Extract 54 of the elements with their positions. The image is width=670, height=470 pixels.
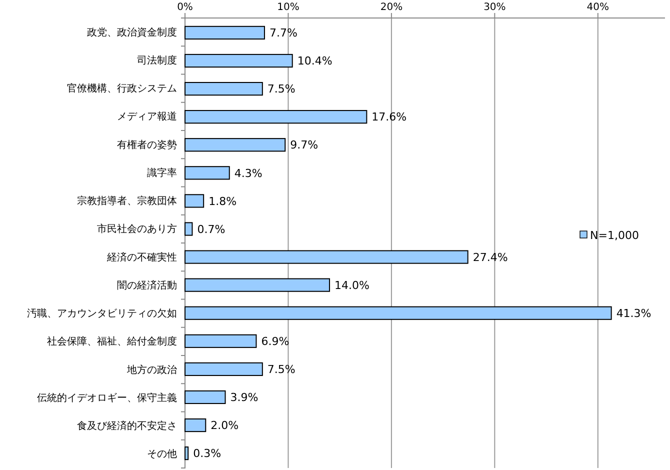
legend-label: N=1,000 <box>590 228 639 242</box>
bar <box>184 278 330 292</box>
bar <box>184 110 368 124</box>
bar <box>184 250 468 264</box>
y-tick-label: 有権者の姿勢 <box>117 138 177 151</box>
bar <box>184 446 189 460</box>
bar <box>184 138 286 152</box>
bar <box>184 418 206 432</box>
data-label: 0.3% <box>193 447 222 460</box>
y-tick-label: 宗教指導者、宗教団体 <box>77 195 177 208</box>
x-tick-label: 30% <box>484 2 506 13</box>
x-tick-label: 0% <box>177 2 193 13</box>
data-label: 7.5% <box>267 363 296 376</box>
x-tick-label: 40% <box>586 2 610 13</box>
data-label: 10.4% <box>297 54 332 68</box>
bar <box>184 166 230 180</box>
y-tick-label: 食及び経済的不安定さ <box>77 420 177 432</box>
data-label: 4.3% <box>234 166 262 180</box>
data-label: 0.7% <box>197 222 226 236</box>
data-label: 14.0% <box>334 278 370 292</box>
data-label: 1.8% <box>208 194 237 208</box>
x-tick-label: 10% <box>277 2 300 13</box>
bar <box>184 54 293 68</box>
data-label: 9.7% <box>290 138 318 152</box>
y-tick-label: 経済の不確実性 <box>106 251 177 264</box>
y-tick-label: 市民社会のあり方 <box>97 223 177 236</box>
y-tick-label: 闇の経済活動 <box>117 279 177 292</box>
bar <box>184 362 263 376</box>
data-label: 7.5% <box>267 82 296 96</box>
y-tick-label: 伝統的イデオロギー、保守主義 <box>37 392 177 404</box>
y-tick-label: 政党、政治資金制度 <box>87 26 177 38</box>
data-label: 6.9% <box>261 334 290 348</box>
bar <box>184 334 257 348</box>
bar <box>184 222 193 236</box>
y-tick-label: メディア報道 <box>117 110 177 123</box>
data-label: 27.4% <box>472 250 508 264</box>
y-tick-label: 地方の政治 <box>126 364 177 376</box>
y-tick-label: 汚職、アカウンタビリティの欠如 <box>27 308 177 320</box>
data-label: 2.0% <box>210 419 239 432</box>
y-tick-label: 司法制度 <box>137 54 177 66</box>
data-label: 7.7% <box>269 26 298 40</box>
x-tick-label: 20% <box>380 2 403 13</box>
y-tick-label: その他 <box>147 448 177 460</box>
bar <box>184 82 263 96</box>
data-label: 3.9% <box>230 391 258 404</box>
bar <box>184 306 612 320</box>
data-label: 41.3% <box>616 306 652 320</box>
y-tick-label: 官僚機構、行政システム <box>67 82 177 95</box>
data-label: 17.6% <box>372 110 407 124</box>
bar <box>184 26 265 40</box>
bar <box>184 390 226 404</box>
y-tick-label: 識字率 <box>147 166 177 179</box>
y-tick-label: 社会保障、福祉、給付金制度 <box>47 336 177 348</box>
bar <box>184 194 204 208</box>
